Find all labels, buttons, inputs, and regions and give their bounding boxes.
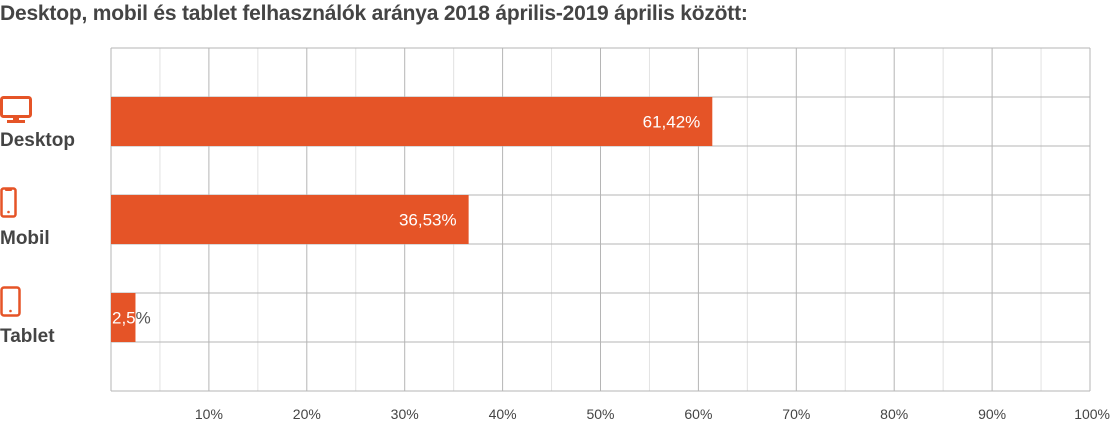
bar-tablet	[111, 293, 136, 342]
x-tick-label: 60%	[684, 406, 712, 422]
category-label: Mobil	[0, 228, 50, 249]
data-label: 2,5%	[112, 309, 151, 328]
x-tick-label: 70%	[782, 406, 810, 422]
x-tick-label: 40%	[489, 406, 517, 422]
category-label: Tablet	[0, 326, 55, 347]
tablet-icon	[0, 286, 21, 317]
x-tick-label: 90%	[978, 406, 1006, 422]
smartphone-icon	[0, 187, 17, 218]
bar-mobil	[111, 195, 469, 244]
x-tick-label: 30%	[391, 406, 419, 422]
x-tick-label: 20%	[293, 406, 321, 422]
bar-desktop	[111, 97, 713, 146]
data-label: 36,53%	[399, 211, 457, 230]
category-label: Desktop	[0, 130, 75, 151]
x-tick-label: 80%	[880, 406, 908, 422]
chart-title: Desktop, mobil és tablet felhasználók ar…	[0, 2, 748, 25]
x-tick-label: 10%	[195, 406, 223, 422]
x-tick-label: 100%	[1074, 406, 1110, 422]
data-label: 61,42%	[643, 113, 701, 132]
x-tick-label: 50%	[586, 406, 614, 422]
desktop-monitor-icon	[0, 96, 32, 123]
